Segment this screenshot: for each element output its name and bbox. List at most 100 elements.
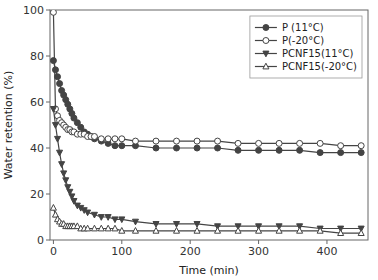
point <box>98 215 104 221</box>
point <box>52 123 58 129</box>
y-tick-label: 80 <box>30 50 44 63</box>
point <box>194 222 200 228</box>
legend: P (11°C) P(-20°C) PCNF15(11°C) PCNF15(-20°C… <box>250 16 362 78</box>
point <box>338 230 344 236</box>
point <box>57 81 63 87</box>
point <box>153 145 159 151</box>
point <box>112 136 118 142</box>
point <box>112 217 118 223</box>
point <box>194 145 200 151</box>
x-tick <box>258 240 259 244</box>
point <box>57 150 63 156</box>
legend-label: PCNF15(-20°C) <box>282 61 357 72</box>
legend-box <box>250 16 362 78</box>
point <box>317 228 323 234</box>
y-tick-label: 20 <box>30 188 44 201</box>
y-tick <box>46 102 50 103</box>
x-tick-label: 400 <box>316 245 337 258</box>
x-tick <box>326 240 327 244</box>
point <box>119 143 125 149</box>
point <box>297 228 303 234</box>
x-axis-label: Time (min) <box>178 264 239 277</box>
point <box>215 228 221 234</box>
plot-frame <box>50 10 368 240</box>
point <box>105 225 111 231</box>
x-tick-label: 0 <box>50 245 57 258</box>
y-tick <box>46 56 50 57</box>
point <box>112 225 118 231</box>
point <box>91 225 97 231</box>
series-line <box>53 109 361 229</box>
y-tick-label: 0 <box>37 234 44 247</box>
point <box>256 228 262 234</box>
point <box>91 134 97 140</box>
point <box>50 10 56 15</box>
point <box>297 147 303 153</box>
point <box>174 228 180 234</box>
point <box>98 136 104 142</box>
y-tick <box>46 240 50 241</box>
point <box>112 143 118 149</box>
point <box>119 217 125 223</box>
y-tick <box>46 194 50 195</box>
y-tick-label: 100 <box>23 4 44 17</box>
x-tick <box>121 240 122 244</box>
point <box>215 145 221 151</box>
legend-marker <box>263 63 269 69</box>
point <box>132 228 138 234</box>
y-axis-label: Water retention (%) <box>2 71 15 180</box>
point <box>98 225 104 231</box>
point <box>235 147 241 153</box>
point <box>174 138 180 144</box>
x-tick-label: 300 <box>248 245 269 258</box>
point <box>85 225 91 231</box>
point <box>50 58 56 64</box>
point <box>153 228 159 234</box>
chart: 0100200300400020406080100Time (min)Water… <box>0 0 378 280</box>
series-line <box>53 12 361 145</box>
y-tick <box>46 148 50 149</box>
point <box>91 212 97 218</box>
point <box>358 150 364 156</box>
point <box>317 150 323 156</box>
y-tick <box>46 10 50 11</box>
point <box>119 228 125 234</box>
point <box>153 222 159 228</box>
point <box>174 145 180 151</box>
point <box>132 219 138 225</box>
point <box>61 171 67 177</box>
legend-label: P (11°C) <box>282 22 324 33</box>
point <box>85 210 91 216</box>
point <box>174 222 180 228</box>
point <box>59 162 65 168</box>
point <box>50 205 56 211</box>
point <box>153 138 159 144</box>
point <box>235 140 241 146</box>
point <box>235 228 241 234</box>
point <box>194 228 200 234</box>
x-tick <box>190 240 191 244</box>
legend-label: PCNF15(11°C) <box>282 48 354 59</box>
point <box>52 67 58 73</box>
point <box>119 136 125 142</box>
legend-marker <box>263 38 269 44</box>
point <box>276 140 282 146</box>
legend-marker <box>263 51 269 57</box>
legend-label: P(-20°C) <box>282 35 324 46</box>
point <box>338 150 344 156</box>
point <box>105 215 111 221</box>
point <box>358 230 364 236</box>
point <box>256 140 262 146</box>
point <box>256 147 262 153</box>
point <box>50 107 56 113</box>
point <box>276 228 282 234</box>
plot-area <box>50 10 364 235</box>
point <box>358 143 364 149</box>
series-line <box>53 208 361 233</box>
point <box>297 140 303 146</box>
point <box>132 138 138 144</box>
point <box>63 178 69 184</box>
x-tick <box>53 240 54 244</box>
point <box>194 138 200 144</box>
x-tick-label: 200 <box>180 245 201 258</box>
